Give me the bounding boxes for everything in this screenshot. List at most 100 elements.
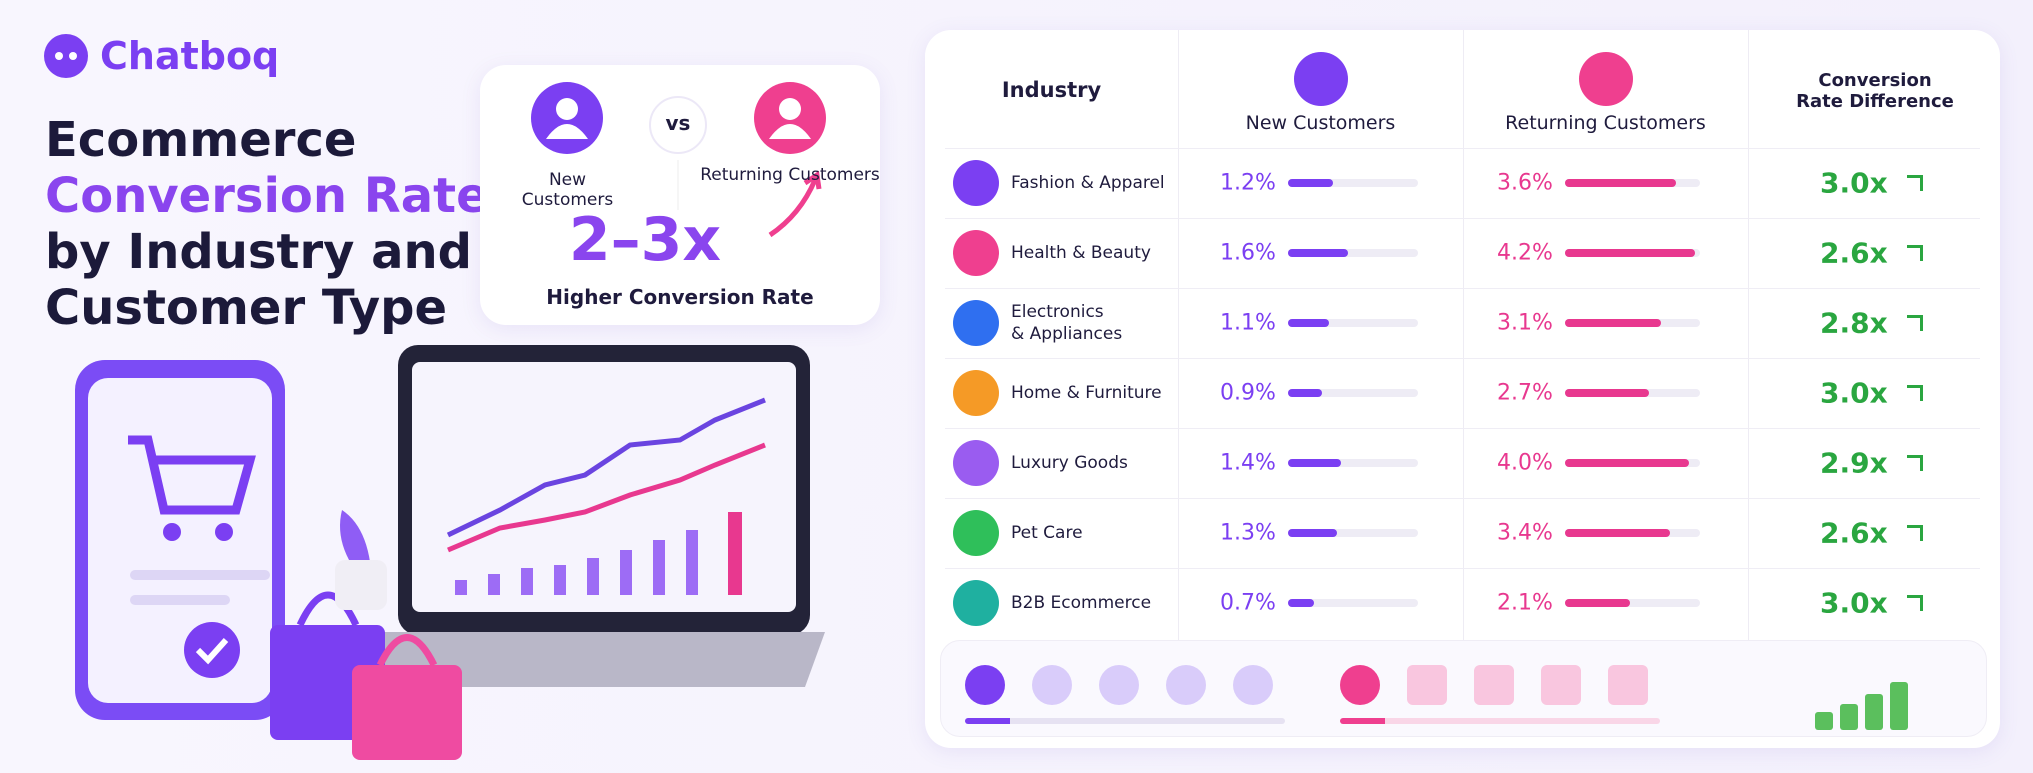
industry: Luxury Goods (1011, 453, 1128, 473)
person-icon (1233, 665, 1273, 705)
title: Ecommerce Conversion Rate by Industry and C… (45, 112, 489, 336)
new-track (1288, 249, 1418, 257)
returning-track (1565, 249, 1700, 257)
new-bar (1288, 599, 1315, 607)
industry: B2B Ecommerce (1011, 593, 1152, 613)
row-divider (945, 148, 1980, 149)
growth-bar (1865, 694, 1883, 730)
difference: 2.6x (1820, 516, 1888, 550)
trend-arrow (1907, 385, 1923, 401)
trend-arrow (1907, 455, 1923, 471)
row-divider (945, 428, 1980, 429)
growth-bar (1840, 704, 1858, 730)
returning-label: Returning Customers (700, 165, 880, 185)
headline: 2–3x (568, 205, 722, 275)
cart-icon (1474, 665, 1514, 705)
new-track (1288, 529, 1418, 537)
returning-track (1565, 529, 1700, 537)
difference: 3.0x (1820, 586, 1888, 620)
trend-arrow (1907, 525, 1923, 541)
difference: 3.0x (1820, 166, 1888, 200)
column-divider (1178, 30, 1179, 640)
industry-icon (953, 230, 999, 276)
growth-bar (1815, 712, 1833, 730)
row-divider (945, 498, 1980, 499)
trend-arrow (1907, 245, 1923, 261)
new-track (1288, 179, 1418, 187)
new-rate: 0.9% (1220, 380, 1276, 406)
column-header: New Customers (1245, 112, 1396, 134)
growth-bar (1890, 682, 1908, 730)
subtext: Higher Conversion Rate (546, 285, 814, 309)
industry-icon (953, 300, 999, 346)
illustration (44, 34, 825, 760)
column-icon (1578, 52, 1633, 106)
row-divider (945, 568, 1980, 569)
new-track (1288, 599, 1418, 607)
new-bar (1288, 389, 1322, 397)
row-divider (945, 218, 1980, 219)
title-line: Ecommerce (45, 112, 357, 168)
title-line: by Industry and (45, 224, 473, 280)
column-header: Returning Customers (1505, 112, 1706, 134)
new-rate: 0.7% (1220, 590, 1276, 616)
callout: New Customers vs Returning Customers 2–3… (480, 65, 880, 325)
callout-icons (531, 82, 826, 238)
row-divider (945, 288, 1980, 289)
returning-track (1565, 319, 1700, 327)
returning-bar (1565, 599, 1630, 607)
returning-bar (1565, 389, 1649, 397)
person-icon (1166, 665, 1206, 705)
new-progress (965, 718, 1285, 724)
returning-track (1565, 179, 1700, 187)
new-rate: 1.6% (1220, 240, 1276, 266)
industry: Health & Beauty (1011, 243, 1151, 263)
vs: vs (665, 111, 691, 135)
new-rate: 1.1% (1220, 310, 1276, 336)
new-bar (1288, 529, 1337, 537)
returning-rate: 3.1% (1497, 310, 1553, 336)
new-track (1288, 459, 1418, 467)
new-label: New Customers (521, 170, 614, 210)
new-rate: 1.3% (1220, 520, 1276, 546)
new-rate: 1.4% (1220, 450, 1276, 476)
person-icon (1032, 665, 1072, 705)
new-rate: 1.2% (1220, 170, 1276, 196)
difference: 2.9x (1820, 446, 1888, 480)
returning-bar (1565, 319, 1661, 327)
returning-rate: 2.7% (1497, 380, 1553, 406)
column-divider (1463, 30, 1464, 640)
new-track (1288, 319, 1418, 327)
industry: Home & Furniture (1011, 383, 1162, 403)
cart-icon (1608, 665, 1648, 705)
industry-icon (953, 580, 999, 626)
returning-rate: 4.2% (1497, 240, 1553, 266)
returning-bar (1565, 529, 1671, 537)
returning-progress (1340, 718, 1660, 724)
returning-track (1565, 389, 1700, 397)
table-card (925, 30, 2000, 748)
cart-icon (1541, 665, 1581, 705)
column-header: Industry (1001, 78, 1102, 102)
new-bar (1288, 179, 1333, 187)
brand: Chatboq (100, 34, 280, 78)
trend-arrow (1907, 175, 1923, 191)
industry-icon (953, 510, 999, 556)
table: Industry New Customers Returning Customers… (925, 30, 2000, 748)
returning-rate: 3.4% (1497, 520, 1553, 546)
person-icon (965, 665, 1005, 705)
industry: Pet Care (1011, 523, 1083, 543)
new-track (1288, 389, 1418, 397)
industry: Fashion & Apparel (1011, 173, 1165, 193)
returning-bar (1565, 179, 1677, 187)
industry-icon (953, 160, 999, 206)
difference: 2.8x (1820, 306, 1888, 340)
person-icon (1099, 665, 1139, 705)
trend-arrow (1907, 595, 1923, 611)
row-divider (945, 358, 1980, 359)
logo (44, 34, 88, 78)
cart-icon (1407, 665, 1447, 705)
industry-icon (953, 440, 999, 486)
returning-track (1565, 599, 1700, 607)
